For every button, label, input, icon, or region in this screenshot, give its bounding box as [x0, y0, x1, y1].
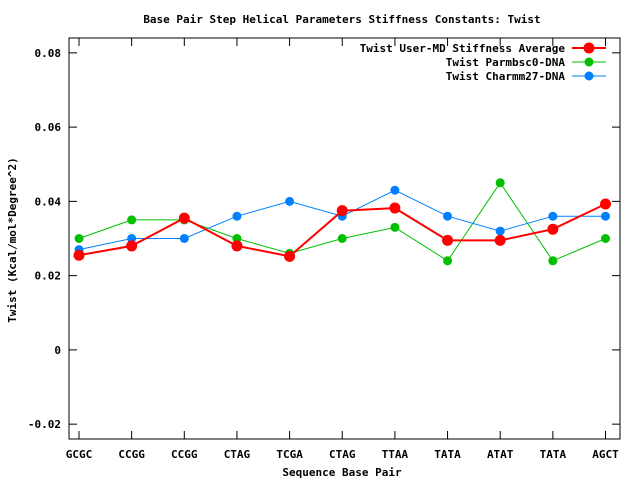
series-point [232, 211, 242, 221]
chart-title: Base Pair Step Helical Parameters Stiffn… [143, 13, 540, 26]
legend-entry-marker [584, 71, 594, 81]
series-point [285, 196, 295, 206]
x-tick-label: CCGG [118, 448, 145, 461]
series-point [600, 198, 611, 210]
series-point [127, 234, 137, 243]
x-tick-label: AGCT [592, 448, 619, 461]
series-point [127, 215, 137, 225]
x-tick-label: CTAG [224, 448, 251, 461]
series-point [442, 234, 454, 246]
x-axis-label: Sequence Base Pair [282, 466, 402, 479]
y-tick-label: 0.08 [35, 47, 62, 60]
series-point [601, 234, 610, 243]
series-point [337, 234, 347, 243]
x-tick-label: ATAT [487, 448, 514, 461]
series-point [601, 211, 610, 221]
legend-entry-label: Twist User-MD Stiffness Average [360, 42, 566, 55]
y-tick-label: 0.06 [35, 121, 62, 134]
series-point [284, 250, 296, 262]
legend-entry-marker [584, 57, 594, 67]
series-point [232, 234, 242, 243]
y-tick-label: 0.04 [35, 195, 62, 208]
series-point [548, 256, 558, 266]
x-tick-label: CCGG [171, 448, 198, 461]
y-tick-label: -0.02 [28, 418, 61, 431]
series-1 [74, 178, 610, 266]
x-axis-ticks: GCGC CCGG CCGG CTAG TCGA CTAG TTAA TATA ATAT TATA… [66, 38, 619, 461]
plot-frame [68, 37, 621, 440]
x-tick-label: TATA [540, 448, 567, 461]
series-layer [73, 178, 611, 266]
x-tick-label: TATA [434, 448, 461, 461]
legend-entry-label: Twist Parmbsc0-DNA [446, 56, 566, 69]
x-tick-label: GCGC [66, 448, 93, 461]
x-tick-label: TCGA [276, 448, 303, 461]
series-point [73, 249, 85, 261]
series-point [390, 222, 400, 232]
y-axis-label: Twist (Kcal/mol*Degree^2) [6, 157, 19, 323]
series-point [74, 234, 84, 243]
series-point [547, 223, 559, 235]
y-axis-ticks: -0.02 0 0.02 0.04 0.06 0.08 [28, 47, 620, 431]
series-point [390, 185, 400, 195]
series-point [495, 178, 505, 188]
y-tick-label: 0 [54, 344, 61, 357]
series-point [548, 211, 558, 221]
x-tick-label: TTAA [382, 448, 409, 461]
series-point [231, 240, 243, 252]
series-point [389, 202, 401, 214]
y-tick-label: 0.02 [35, 270, 62, 283]
legend-entry-marker [583, 42, 595, 54]
series-point [336, 205, 348, 217]
series-point [495, 226, 505, 236]
series-point [126, 240, 138, 252]
series-point [443, 256, 453, 266]
series-point [443, 211, 453, 221]
legend-entry-label: Twist Charmm27-DNA [446, 70, 566, 83]
series-point [494, 234, 506, 246]
x-tick-label: CTAG [329, 448, 356, 461]
series-point [179, 234, 189, 243]
series-0 [73, 198, 611, 262]
series-point [178, 212, 190, 224]
